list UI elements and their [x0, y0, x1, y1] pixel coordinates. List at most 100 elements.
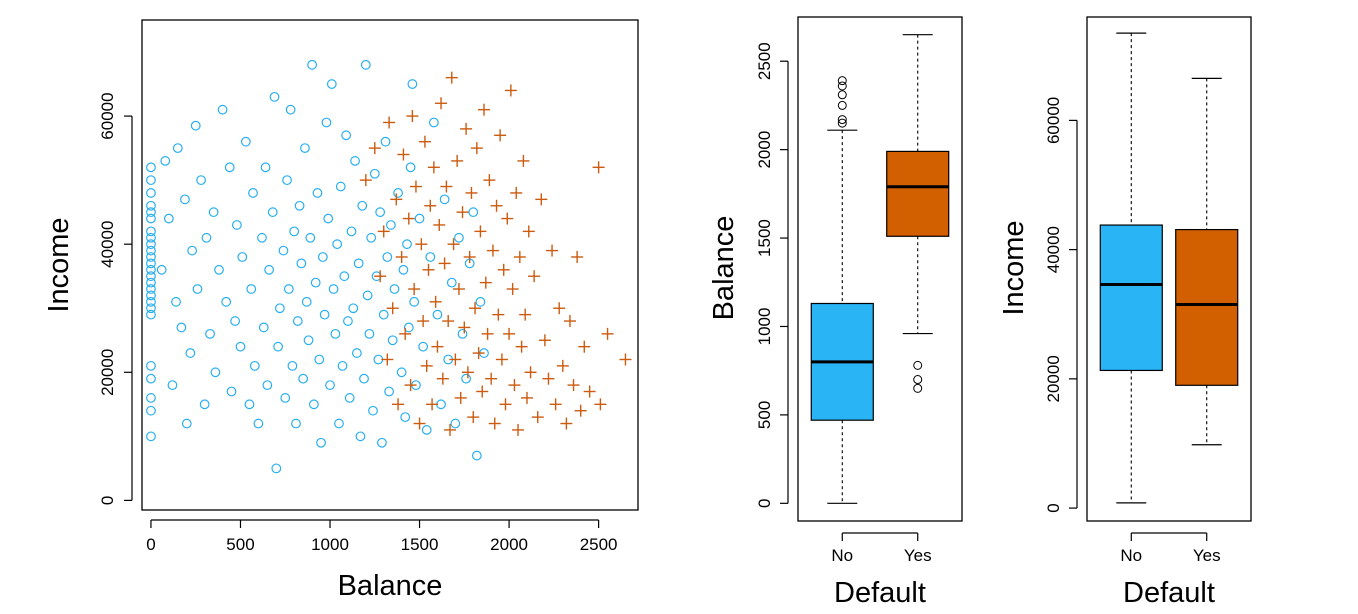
scatter-point-yes: [556, 359, 569, 372]
scatter-point-yes: [436, 372, 449, 385]
scatter-point-no: [428, 117, 439, 128]
scatter-point-no: [273, 341, 283, 352]
scatter-point-no: [325, 380, 335, 390]
scatter-point-no: [146, 405, 156, 416]
scatter-point-no: [146, 207, 156, 218]
scatter-point-no: [344, 393, 355, 403]
scatter-point-no: [244, 399, 255, 410]
scatter-point-yes: [495, 353, 508, 366]
scatter-point-no: [343, 316, 353, 326]
scatter-point-no: [366, 232, 377, 243]
scatter-point-yes: [409, 180, 422, 193]
income-box-panel: 0 20000 40000 60000 No Yes Default Income: [998, 16, 1252, 609]
balance-box-y-tick-label: 1500: [755, 219, 774, 257]
scatter-point-no: [362, 290, 373, 301]
scatter-point-no: [146, 296, 156, 307]
scatter-point-no: [396, 367, 407, 378]
scatter-point-no: [387, 335, 398, 346]
balance-box-box-yes: [886, 34, 950, 393]
scatter-point-no: [389, 284, 400, 294]
scatter-point-no: [432, 309, 443, 320]
scatter-point-yes: [476, 385, 489, 398]
scatter-point-yes: [508, 379, 521, 392]
income-box-frame: [1086, 16, 1252, 522]
scatter-point-yes: [404, 379, 417, 392]
scatter-point-no: [330, 328, 341, 339]
scatter-x-tick-label: 0: [146, 535, 155, 554]
scatter-point-no: [187, 245, 198, 256]
scatter-point-yes: [549, 398, 562, 411]
scatter-x-tick-label: 1500: [401, 535, 439, 554]
scatter-point-no: [226, 386, 237, 397]
scatter-point-no: [375, 207, 386, 218]
scatter-point-yes: [442, 315, 455, 328]
scatter-x-tick-label: 500: [226, 535, 254, 554]
scatter-point-no: [269, 91, 280, 102]
scatter-point-yes: [443, 423, 456, 436]
scatter-point-yes: [445, 71, 458, 84]
income-box-y-tick-label: 0: [1044, 503, 1063, 512]
scatter-x-tick-label: 2500: [580, 535, 618, 554]
scatter-point-no: [364, 328, 375, 339]
scatter-point-yes: [465, 186, 478, 199]
balance-box-y-tick-label: 2000: [755, 131, 774, 169]
balance-box-y-tick-label: 0: [755, 499, 774, 508]
scatter-point-no: [334, 418, 344, 429]
scatter-point-no: [421, 425, 432, 435]
scatter-point-no: [351, 348, 362, 358]
scatter-point-yes: [483, 174, 496, 187]
scatter-point-yes: [578, 340, 591, 353]
balance-box-x-axis: No Yes: [831, 532, 932, 565]
scatter-point-no: [224, 162, 235, 173]
scatter-point-no: [262, 380, 273, 390]
scatter-point-yes: [542, 372, 555, 385]
scatter-point-yes: [492, 308, 505, 321]
scatter-point-yes: [531, 411, 544, 424]
scatter-point-no: [303, 335, 314, 346]
box-outlier: [837, 76, 847, 86]
scatter-point-no: [446, 277, 457, 288]
scatter-point-no: [146, 175, 156, 186]
scatter-point-yes: [431, 340, 444, 353]
scatter-x-axis: 0 500 1000 1500 2000 2500: [146, 519, 618, 554]
box-outlier: [913, 360, 923, 370]
scatter-point-no: [232, 220, 242, 230]
scatter-point-no: [172, 143, 183, 154]
scatter-point-yes: [460, 122, 473, 135]
scatter-point-yes: [383, 116, 396, 129]
scatter-point-yes: [458, 321, 471, 334]
scatter-point-no: [414, 213, 425, 224]
scatter-point-no: [377, 437, 387, 448]
scatter-point-no: [196, 175, 206, 186]
scatter-point-yes: [386, 302, 399, 315]
scatter-point-yes: [456, 206, 469, 219]
scatter-point-no: [405, 162, 416, 173]
box-outlier: [837, 100, 847, 110]
scatter-frame: [141, 19, 639, 511]
scatter-point-no: [312, 188, 323, 198]
box-outlier: [837, 118, 847, 128]
scatter-point-no: [301, 296, 312, 307]
scatter-point-no: [319, 309, 330, 320]
scatter-point-no: [317, 252, 328, 262]
income-box-plot: [1099, 32, 1239, 504]
scatter-point-yes: [440, 180, 453, 193]
scatter-point-no: [282, 175, 292, 186]
income-box-x-tick-label: Yes: [1193, 546, 1221, 565]
scatter-point-yes: [538, 334, 551, 347]
scatter-point-no: [181, 418, 192, 429]
scatter-point-yes: [510, 186, 523, 199]
scatter-point-no: [341, 130, 352, 141]
scatter-point-yes: [503, 327, 516, 340]
scatter-point-no: [146, 277, 156, 288]
scatter-point-yes: [467, 411, 480, 424]
scatter-point-yes: [513, 250, 526, 263]
scatter-point-yes: [395, 250, 408, 263]
scatter-point-no: [146, 264, 156, 275]
box-iqr: [1099, 224, 1163, 372]
scatter-point-no: [210, 367, 221, 378]
scatter-point-no: [450, 418, 461, 429]
scatter-point-no: [353, 258, 364, 269]
scatter-point-no: [208, 207, 219, 218]
scatter-point-yes: [452, 283, 465, 296]
